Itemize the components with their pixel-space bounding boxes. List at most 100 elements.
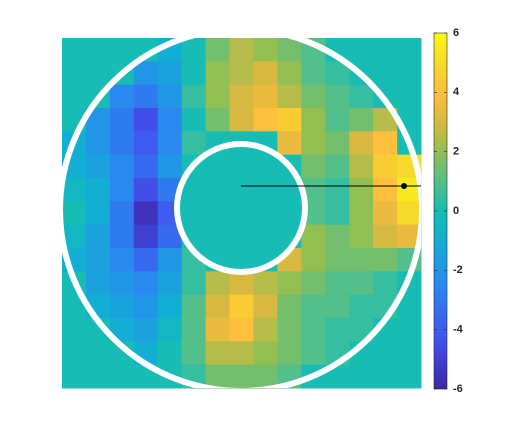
probe-dot (401, 183, 407, 189)
heatmap-cell (277, 294, 302, 319)
heatmap-cell (85, 318, 111, 342)
heatmap-cell (157, 131, 183, 156)
heatmap-cell (301, 318, 326, 342)
heatmap-cell (109, 364, 135, 389)
heatmap-cell (373, 131, 398, 156)
heatmap-cell (205, 318, 231, 342)
heatmap-cell (62, 341, 87, 366)
heatmap-cell (397, 201, 422, 226)
heatmap-cell (229, 271, 254, 296)
heatmap-cell (205, 84, 231, 109)
heatmap-cell (325, 364, 350, 389)
heatmap-cell (133, 38, 159, 62)
heatmap-cell (277, 38, 302, 62)
heatmap-cell (109, 201, 135, 226)
heatmap-cell (349, 271, 374, 296)
heatmap-cell (397, 318, 422, 342)
heatmap-cell (349, 178, 374, 202)
heatmap-cell (229, 318, 254, 342)
heatmap-cell (325, 84, 350, 109)
heatmap-cell (133, 61, 159, 86)
heatmap-cell (181, 318, 207, 342)
heatmap-cell (133, 248, 159, 272)
heatmap-cell (109, 38, 135, 62)
heatmap-cell (325, 248, 350, 272)
heatmap-cell (85, 271, 111, 296)
heatmap-cell (157, 341, 183, 366)
heatmap-cell (157, 318, 183, 342)
heatmap-cell (373, 271, 398, 296)
heatmap-cell (397, 294, 422, 319)
heatmap-cell (325, 131, 350, 156)
heatmap-cell (205, 38, 231, 62)
heatmap-cell (253, 364, 278, 389)
heatmap-cell (205, 108, 231, 132)
heatmap-cell (109, 318, 135, 342)
heatmap-cell (301, 178, 326, 202)
heatmap-cell (301, 108, 326, 132)
heatmap-cell (373, 154, 398, 179)
heatmap-cell (62, 318, 87, 342)
heatmap-cell (349, 131, 374, 156)
heatmap-cell (133, 271, 159, 296)
heatmap-cell (301, 271, 326, 296)
heatmap-cell (277, 61, 302, 86)
heatmap-cell (181, 61, 207, 86)
heatmap-cell (85, 178, 111, 202)
heatmap-cell (301, 341, 326, 366)
heatmap-cell (229, 364, 254, 389)
heatmap-cell (373, 38, 398, 62)
heatmap-cell (253, 294, 278, 319)
heatmap-cell (253, 84, 278, 109)
heatmap-cell (133, 84, 159, 109)
heatmap-cell (62, 364, 87, 389)
heatmap-cell (349, 224, 374, 249)
heatmap-cell (85, 38, 111, 62)
heatmap-cell (373, 248, 398, 272)
heatmap-cell (181, 271, 207, 296)
heatmap-cell (133, 154, 159, 179)
heatmap-cell (277, 271, 302, 296)
heatmap-cell (62, 224, 87, 249)
heatmap-cell (325, 61, 350, 86)
heatmap-cell (397, 61, 422, 86)
heatmap-cell (133, 131, 159, 156)
heatmap-cell (181, 294, 207, 319)
heatmap-cell (301, 131, 326, 156)
heatmap-cell (277, 131, 302, 156)
heatmap-cell (253, 271, 278, 296)
heatmap-cell (373, 201, 398, 226)
heatmap-cell (181, 84, 207, 109)
heatmap-cell (349, 84, 374, 109)
heatmap-cell (397, 224, 422, 249)
heatmap-cell (109, 224, 135, 249)
heatmap-cell (325, 318, 350, 342)
heatmap-cell (325, 271, 350, 296)
heatmap-cell (229, 108, 254, 132)
heatmap-cell (157, 84, 183, 109)
heatmap-cell (205, 61, 231, 86)
colorbar-tick-label: -6 (453, 383, 463, 395)
heatmap-cell (301, 61, 326, 86)
heatmap-cell (109, 294, 135, 319)
heatmap-cell (325, 201, 350, 226)
heatmap-cell (133, 224, 159, 249)
heatmap-cell (85, 154, 111, 179)
heatmap-cell (157, 224, 183, 249)
heatmap-cell (373, 341, 398, 366)
heatmap-cell (133, 201, 159, 226)
heatmap-cell (301, 224, 326, 249)
heatmap-cell (133, 178, 159, 202)
heatmap-cell (205, 294, 231, 319)
heatmap-cell (109, 178, 135, 202)
heatmap-cell (181, 131, 207, 156)
heatmap-cell (62, 201, 87, 226)
heatmap-cell (325, 178, 350, 202)
heatmap-cell (325, 154, 350, 179)
heatmap-cell (301, 248, 326, 272)
heatmap-cell (253, 341, 278, 366)
heatmap-cell (373, 224, 398, 249)
heatmap-cell (349, 364, 374, 389)
heatmap-cell (85, 108, 111, 132)
heatmap-cell (349, 294, 374, 319)
